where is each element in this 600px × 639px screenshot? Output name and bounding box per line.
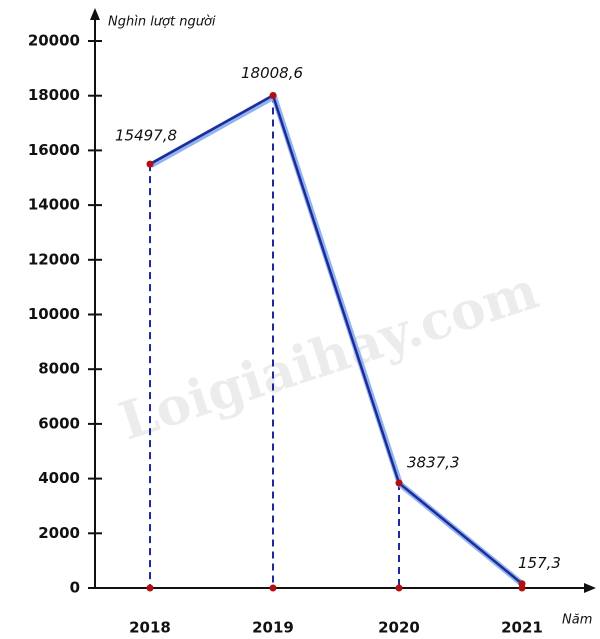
base-point [395, 584, 403, 592]
point [395, 479, 403, 487]
point [146, 160, 154, 168]
y-tick-label: 10000 [28, 305, 80, 323]
point [518, 580, 526, 588]
watermark: Loigiaihay.com [112, 260, 545, 453]
y-tick-label: 6000 [38, 414, 80, 432]
line [149, 93, 523, 585]
value-label: 3837,3 [407, 454, 460, 472]
x-axis-arrow [584, 583, 596, 593]
y-tick-label: 8000 [38, 360, 80, 378]
y-axis-arrow [90, 8, 100, 20]
x-tick-label: 2021 [501, 619, 543, 637]
y-tick-label: 0 [70, 579, 80, 597]
point [269, 91, 277, 99]
y-tick-label: 12000 [28, 250, 80, 268]
y-tick-label: 18000 [28, 86, 80, 104]
value-label: 18008,6 [241, 64, 303, 82]
base-point [269, 584, 277, 592]
y-tick-label: 20000 [28, 32, 80, 50]
y-tick-label: 2000 [38, 524, 80, 542]
value-label: 157,3 [518, 554, 561, 572]
x-tick-label: 2020 [378, 619, 420, 637]
y-tick-label: 4000 [38, 469, 80, 487]
x-tick-label: 2018 [129, 619, 171, 637]
base-point [146, 584, 154, 592]
y-axis-label: Nghìn lượt người [108, 15, 216, 30]
x-tick-label: 2019 [252, 619, 294, 637]
y-tick-label: 14000 [28, 196, 80, 214]
value-label: 15497,8 [115, 127, 177, 145]
y-tick-label: 16000 [28, 141, 80, 159]
x-axis-label: Năm [562, 613, 592, 628]
